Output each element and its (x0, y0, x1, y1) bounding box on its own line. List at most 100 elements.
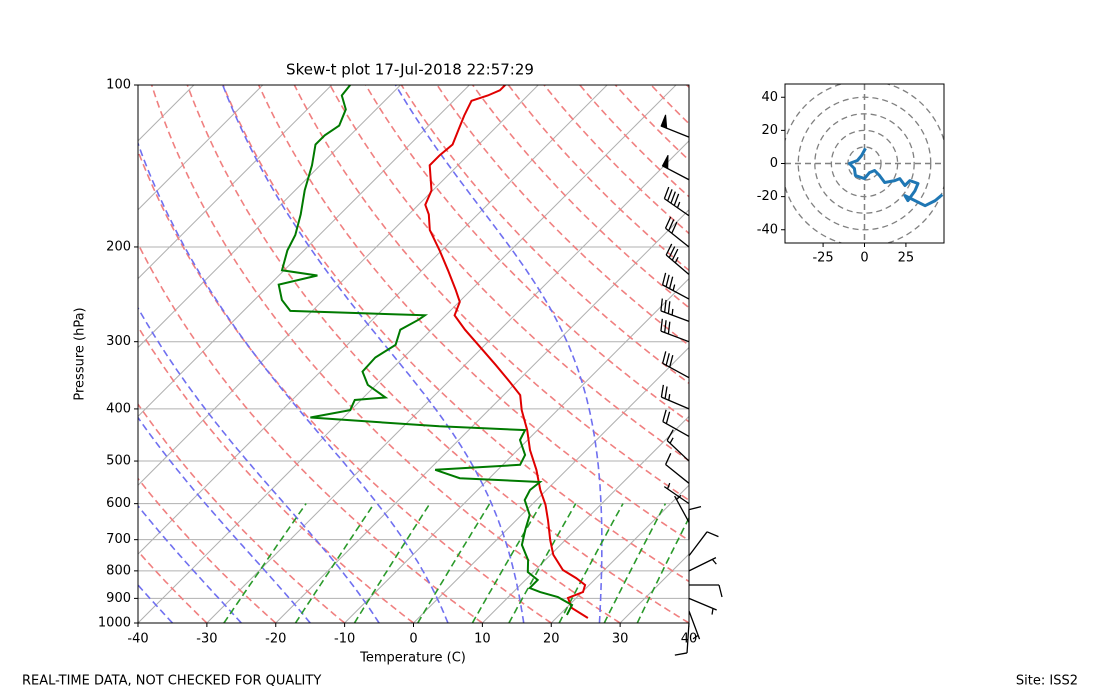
isotherm (344, 277, 689, 623)
barb-flag (660, 114, 668, 129)
wind-barb (664, 216, 690, 248)
y-tick-label: 600 (106, 496, 131, 511)
wind-barb (688, 531, 719, 557)
hodograph-ticks: -25 0 25 -40 -20 0 20 40 (757, 90, 914, 266)
dry-adiabat (436, 85, 689, 347)
x-tick-label: -20 (265, 632, 286, 647)
chart-title: Skew-t plot 17-Jul-2018 22:57:29 (286, 61, 534, 79)
y-tick-label: 500 (106, 454, 131, 469)
hodograph-x-tick-label: 25 (898, 251, 915, 266)
hodograph-y-tick-label: 0 (770, 156, 778, 171)
x-tick-label: 30 (612, 632, 629, 647)
x-tick-label: -40 (127, 632, 148, 647)
x-tick-label: -30 (196, 632, 217, 647)
wind-barb (660, 114, 690, 138)
wind-barb (663, 482, 690, 505)
moist-adiabat (138, 141, 449, 623)
isotherm (482, 415, 689, 623)
wind-barb (662, 409, 690, 437)
moist-adiabat (138, 306, 380, 623)
barb-staff (663, 186, 690, 217)
barb-staff (660, 318, 690, 343)
barb-staff (666, 429, 690, 462)
barb-staff (663, 482, 690, 505)
isotherm (138, 85, 539, 486)
mixing-ratio-line (558, 503, 624, 623)
isotherm (138, 85, 401, 349)
isotherm (138, 85, 608, 555)
mixing-ratio-line (471, 503, 542, 623)
mixing-ratio-line (223, 503, 307, 623)
hodograph-x-tick-label: 0 (860, 251, 868, 266)
wind-barb (660, 298, 690, 322)
hodograph-y-tick-label: 20 (761, 123, 778, 138)
barb-staff (661, 272, 690, 300)
barb-staff (688, 610, 701, 640)
wind-barb (663, 186, 690, 217)
x-axis-label: Temperature (C) (359, 651, 466, 666)
barb-staff (665, 243, 690, 275)
y-tick-label: 100 (106, 78, 131, 93)
mixing-ratio-line (417, 503, 491, 623)
dry-adiabat (186, 85, 689, 623)
x-tick-label: 0 (409, 632, 417, 647)
y-tick-label: 200 (106, 239, 131, 254)
barb-flag (661, 154, 669, 170)
wind-barb (688, 610, 701, 640)
barb-staff (688, 557, 717, 572)
isotherm (138, 85, 677, 623)
barb-staff (688, 531, 719, 557)
y-tick-label: 400 (106, 401, 131, 416)
barb-staff (662, 409, 690, 437)
x-tick-label: 20 (543, 632, 560, 647)
hodograph-ring (814, 113, 915, 214)
wind-barbs (660, 114, 723, 656)
wind-barb (661, 272, 690, 300)
hodograph-y-tick-label: -20 (757, 189, 778, 204)
dewpoint-profile (277, 85, 574, 616)
dry-adiabat (138, 325, 414, 623)
moist-adiabat (394, 85, 603, 623)
isotherm (138, 85, 264, 211)
isotherm (550, 484, 689, 623)
barb-staff (660, 384, 690, 410)
isotherm (138, 85, 332, 280)
dry-adiabat (138, 148, 552, 623)
hodograph-area (785, 84, 944, 243)
wind-barb (674, 622, 690, 656)
barb-staff (688, 506, 702, 540)
wind-barb (666, 429, 690, 462)
mixing-ratio-line (603, 503, 667, 623)
plot-area (138, 85, 689, 623)
barb-staff (664, 216, 690, 248)
x-tick-label: 40 (681, 632, 698, 647)
y-axis-label: Pressure (hPa) (73, 307, 88, 400)
dry-adiabat (293, 85, 689, 502)
barb-staff (662, 351, 690, 379)
dry-adiabat (222, 85, 689, 583)
isotherm (275, 209, 689, 623)
hodograph-y-tick-label: 40 (761, 90, 778, 105)
wind-barb (660, 318, 690, 343)
wind-barb (688, 557, 717, 572)
dry-adiabat (329, 85, 689, 462)
dry-adiabat (150, 85, 621, 623)
x-tick-label: 10 (474, 632, 491, 647)
mixing-ratio-line (636, 516, 689, 623)
mixing-ratio-line (353, 503, 431, 623)
hodograph-y-tick-label: -40 (757, 222, 778, 237)
isotherm (206, 140, 689, 623)
y-tick-label: 800 (106, 563, 131, 578)
wind-barb (689, 584, 723, 598)
barb-staff (665, 453, 690, 484)
temperature-profile (424, 85, 589, 619)
barb-staff (674, 622, 690, 656)
hodograph-line (847, 147, 944, 208)
wind-barb (662, 351, 690, 379)
mixing-ratio-line (508, 503, 577, 623)
wind-barb (660, 384, 690, 410)
y-tick-label: 700 (106, 532, 131, 547)
moist-adiabat (221, 85, 525, 623)
